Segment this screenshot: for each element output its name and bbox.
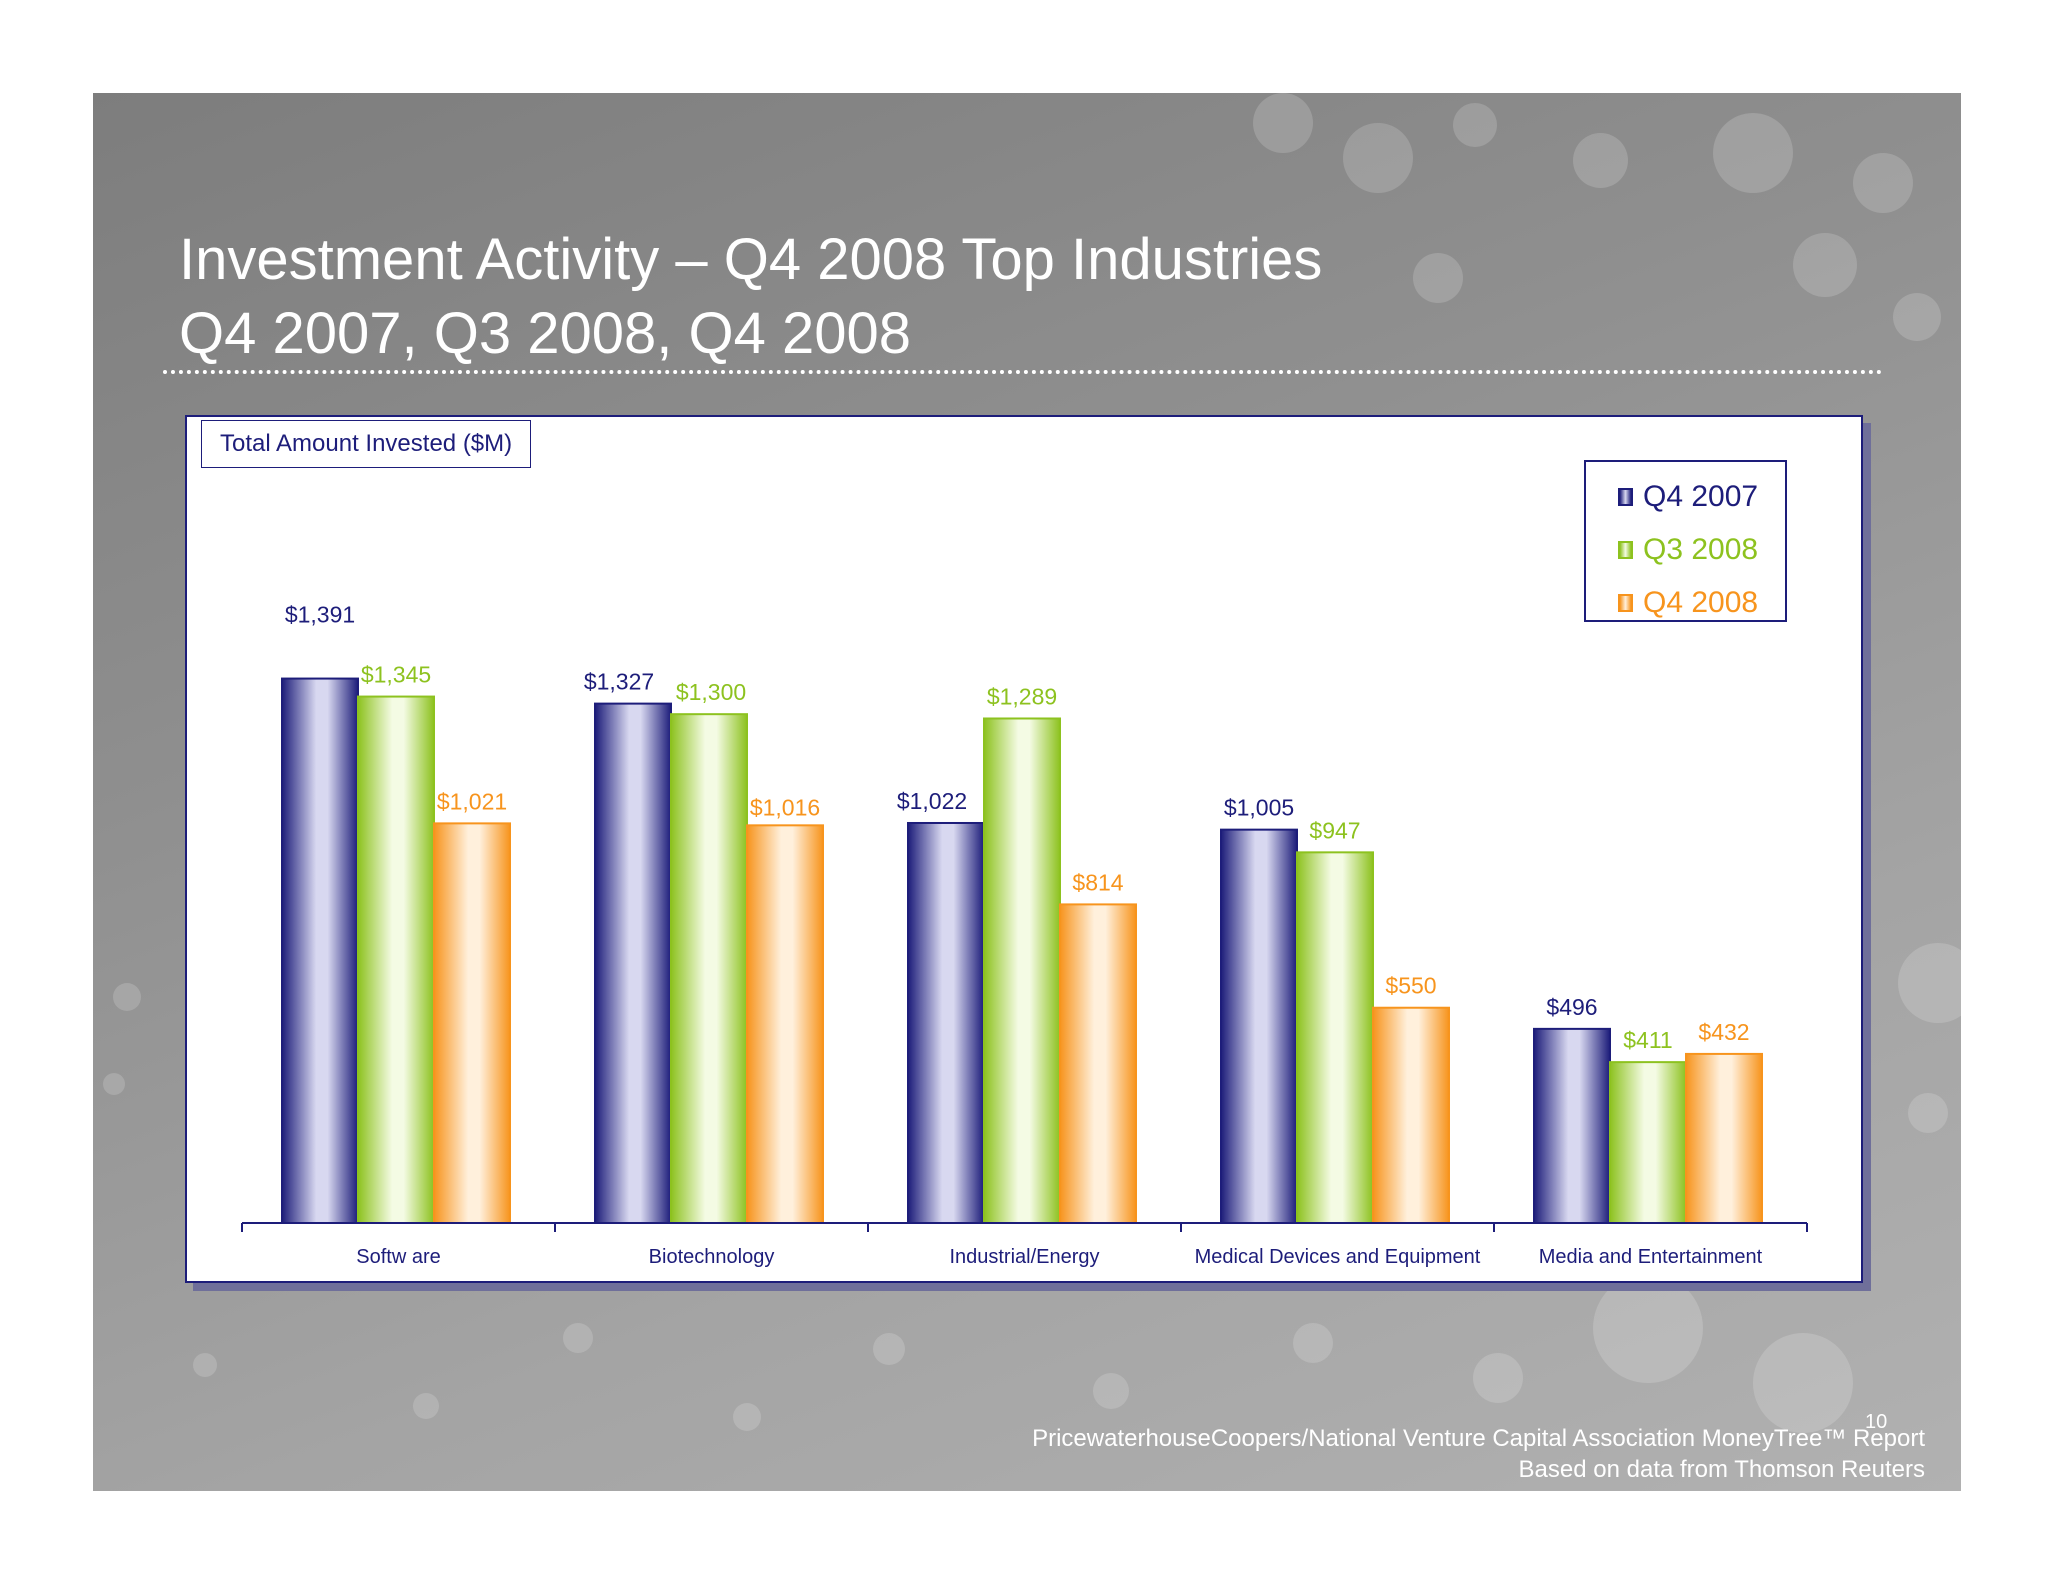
bar-q3-2008-2 — [983, 717, 1061, 1224]
bar-q3-2008-0 — [357, 695, 435, 1224]
bar-q4-2007-4 — [1533, 1027, 1611, 1224]
decorative-bubble — [103, 1073, 125, 1095]
decorative-bubble — [1893, 293, 1941, 341]
legend-label-q4-2008: Q4 2008 — [1643, 585, 1759, 619]
decorative-bubble — [1573, 133, 1628, 188]
decorative-bubble — [1473, 1353, 1523, 1403]
decorative-bubble — [1413, 253, 1463, 303]
bar-q4-2008-4 — [1685, 1052, 1763, 1225]
bar-q4-2008-0 — [433, 822, 511, 1224]
data-label-q4-2008-0: $1,021 — [437, 788, 507, 814]
category-label-1: Biotechnology — [649, 1246, 775, 1268]
decorative-bubble — [563, 1323, 593, 1353]
bar-q4-2007-0 — [281, 677, 359, 1224]
decorative-bubble — [1713, 113, 1793, 193]
decorative-bubble — [1593, 1273, 1703, 1383]
legend-item-q3-2008: Q3 2008 — [1586, 523, 1785, 576]
slide-background: Investment Activity – Q4 2008 Top Indust… — [93, 93, 1961, 1491]
decorative-bubble — [873, 1333, 905, 1365]
page-title: Investment Activity – Q4 2008 Top Indust… — [179, 223, 1322, 371]
bar-q4-2008-1 — [746, 824, 824, 1224]
data-label-q4-2008-2: $814 — [1072, 869, 1123, 895]
chart-title-box: Total Amount Invested ($M) — [201, 420, 532, 468]
data-label-q4-2007-0: $1,391 — [285, 602, 355, 628]
title-divider — [163, 370, 1883, 374]
bar-q4-2008-2 — [1059, 903, 1137, 1224]
title-line-2: Q4 2007, Q3 2008, Q4 2008 — [179, 301, 911, 366]
category-label-0: Softw are — [356, 1246, 440, 1268]
chart-legend: Q4 2007 Q3 2008 Q4 2008 — [1584, 460, 1787, 622]
data-label-q4-2008-3: $550 — [1385, 973, 1436, 999]
data-label-q3-2008-4: $411 — [1623, 1027, 1672, 1053]
bar-q3-2008-1 — [670, 713, 748, 1224]
category-label-3: Medical Devices and Equipment — [1195, 1246, 1481, 1268]
legend-item-q4-2008: Q4 2008 — [1586, 576, 1785, 629]
decorative-bubble — [1908, 1093, 1948, 1133]
legend-swatch-q4-2008 — [1618, 593, 1633, 612]
bar-q4-2007-1 — [594, 702, 672, 1225]
chart-panel: $1,391 $1,345 $1,021 Softw are $1,327 $1,300 $… — [185, 415, 1863, 1283]
data-label-q3-2008-3: $947 — [1309, 817, 1360, 843]
bar-q4-2008-3 — [1372, 1006, 1450, 1224]
decorative-bubble — [1453, 103, 1497, 147]
bar-chart: $1,391 $1,345 $1,021 Softw are $1,327 $1,300 $… — [241, 602, 1808, 1268]
decorative-bubble — [113, 983, 141, 1011]
decorative-bubble — [1293, 1323, 1333, 1363]
bar-q3-2008-4 — [1609, 1061, 1687, 1224]
decorative-bubble — [1793, 233, 1857, 297]
data-label-q4-2007-1: $1,327 — [584, 669, 654, 695]
decorative-bubble — [733, 1403, 761, 1431]
data-label-q3-2008-2: $1,289 — [987, 683, 1057, 709]
decorative-bubble — [1853, 153, 1913, 213]
legend-swatch-q3-2008 — [1618, 540, 1633, 559]
legend-item-q4-2007: Q4 2007 — [1586, 470, 1785, 523]
data-label-q4-2008-1: $1,016 — [750, 794, 820, 820]
title-line-1: Investment Activity – Q4 2008 Top Indust… — [179, 227, 1323, 292]
legend-swatch-q4-2007 — [1618, 487, 1633, 506]
footer-line-1: PricewaterhouseCoopers/National Venture … — [1032, 1425, 1925, 1452]
decorative-bubble — [1753, 1333, 1853, 1433]
data-label-q3-2008-0: $1,345 — [361, 662, 431, 688]
bar-q3-2008-3 — [1296, 851, 1374, 1224]
data-label-q4-2007-2: $1,022 — [897, 788, 967, 814]
decorative-bubble — [1343, 123, 1413, 193]
bar-q4-2007-3 — [1220, 828, 1298, 1224]
decorative-bubble — [1253, 93, 1313, 153]
category-label-2: Industrial/Energy — [949, 1246, 1099, 1268]
decorative-bubble — [193, 1353, 217, 1377]
data-label-q4-2008-4: $432 — [1698, 1019, 1749, 1045]
decorative-bubble — [1898, 943, 1961, 1023]
data-label-q4-2007-3: $1,005 — [1224, 795, 1294, 821]
decorative-bubble — [1093, 1373, 1129, 1409]
category-label-4: Media and Entertainment — [1539, 1246, 1763, 1268]
page-number: 10 — [1865, 1411, 1888, 1433]
source-footer: PricewaterhouseCoopers/National Venture … — [1032, 1423, 1925, 1485]
bar-q4-2007-2 — [907, 821, 985, 1224]
data-label-q3-2008-1: $1,300 — [676, 679, 746, 705]
footer-line-2: Based on data from Thomson Reuters — [1518, 1456, 1925, 1483]
decorative-bubble — [413, 1393, 439, 1419]
legend-label-q3-2008: Q3 2008 — [1643, 532, 1759, 566]
data-label-q4-2007-4: $496 — [1546, 994, 1597, 1020]
legend-label-q4-2007: Q4 2007 — [1643, 479, 1759, 513]
